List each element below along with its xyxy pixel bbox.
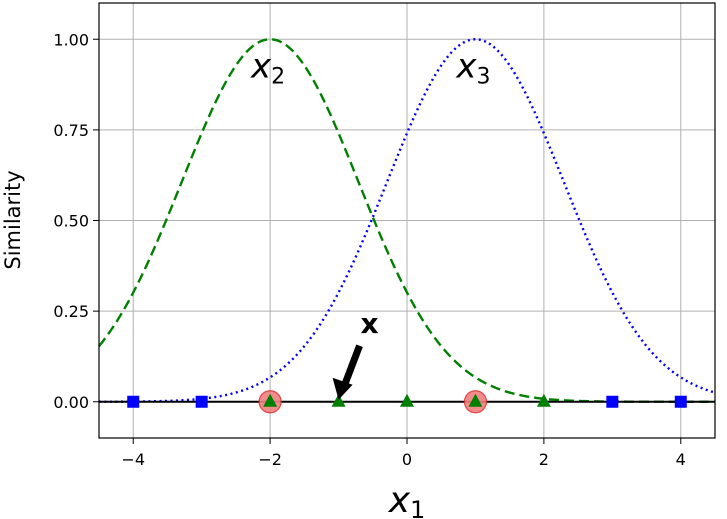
x-axis-label: x1 [388, 480, 426, 519]
curve-label-2: x3 [455, 46, 490, 89]
x-tick-label: −4 [121, 450, 145, 469]
ticks: −4 −2 0 2 4 0.00 0.25 0.50 0.75 1.00 [53, 30, 685, 469]
x-annotation: x [332, 307, 379, 400]
curve-label-main: x [455, 46, 477, 86]
curve-label-1: x2 [250, 46, 285, 89]
curve-labels: x2 x3 [250, 46, 490, 89]
annotation-arrow-head [332, 377, 353, 400]
annotation-label: x [361, 307, 379, 340]
y-tick-label: 0.00 [53, 393, 89, 412]
y-tick-label: 0.75 [53, 121, 89, 140]
x-tick-label: 0 [402, 450, 412, 469]
y-tick-label: 0.50 [53, 212, 89, 231]
x-tick-label: −2 [258, 450, 282, 469]
curve-label-main: x [250, 46, 272, 86]
blue-square-point [674, 395, 687, 408]
x-tick-label: 4 [676, 450, 686, 469]
green-triangle-point [468, 393, 483, 407]
green-triangle-point [263, 393, 278, 407]
grid [99, 3, 715, 438]
blue-square-point [606, 395, 619, 408]
y-tick-label: 0.25 [53, 302, 89, 321]
blue-square-point [195, 395, 208, 408]
x-axis-label-sub: 1 [410, 496, 425, 519]
green-triangle-point [536, 393, 551, 407]
y-axis-label: Similarity [1, 170, 25, 269]
annotation-arrow-shaft [340, 344, 363, 389]
curve-label-sub: 3 [477, 64, 491, 89]
x-axis-label-main: x [388, 480, 411, 519]
green-triangle-point [331, 393, 346, 407]
y-tick-label: 1.00 [53, 30, 89, 49]
x-tick-label: 2 [539, 450, 549, 469]
markers [127, 390, 687, 414]
curve-label-sub: 2 [271, 64, 285, 89]
green-triangle-point [400, 393, 414, 407]
blue-square-point [127, 395, 140, 408]
